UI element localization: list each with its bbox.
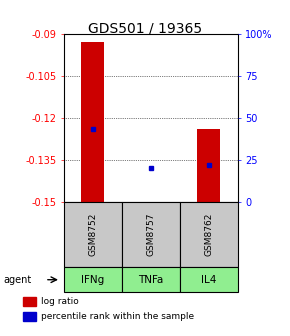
Bar [81, 42, 104, 202]
Text: GDS501 / 19365: GDS501 / 19365 [88, 22, 202, 36]
Text: GSM8752: GSM8752 [88, 213, 97, 256]
Text: log ratio: log ratio [41, 297, 78, 306]
Text: percentile rank within the sample: percentile rank within the sample [41, 312, 194, 321]
Text: IFNg: IFNg [81, 275, 104, 285]
Text: GSM8762: GSM8762 [204, 213, 213, 256]
Text: GSM8757: GSM8757 [146, 213, 155, 256]
Bar [197, 129, 220, 202]
Text: TNFa: TNFa [138, 275, 164, 285]
Text: IL4: IL4 [201, 275, 217, 285]
Text: agent: agent [3, 275, 31, 285]
